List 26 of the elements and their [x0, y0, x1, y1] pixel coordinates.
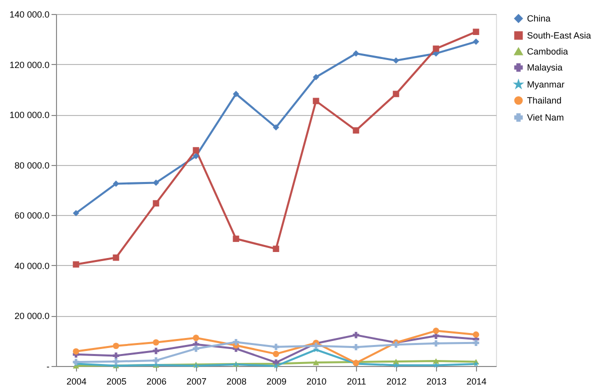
x-tick-label: 2005: [106, 376, 127, 386]
y-tick-label: -: [46, 362, 50, 372]
x-tick-label: 2009: [266, 376, 287, 386]
legend-label: Cambodia: [527, 46, 568, 56]
y-tick-label: 20 000.0: [14, 311, 50, 322]
y-tick-label: 120 000.0: [9, 60, 50, 70]
legend-label: China: [527, 14, 551, 24]
y-tick-label: 140 000.0: [9, 10, 50, 20]
legend-label: Myanmar: [527, 80, 565, 90]
y-tick-label: 100 000.0: [9, 110, 50, 120]
x-tick-label: 2006: [146, 376, 167, 386]
y-tick-label: 60 000.0: [14, 210, 50, 221]
legend-label: Malaysia: [527, 62, 563, 72]
x-tick-label: 2004: [66, 376, 87, 386]
x-tick-label: 2010: [306, 376, 327, 386]
x-tick-label: 2012: [386, 376, 407, 386]
x-tick-label: 2008: [226, 376, 247, 386]
x-tick-label: 2013: [426, 376, 447, 386]
x-tick-label: 2011: [346, 376, 366, 386]
legend-label: Viet Nam: [527, 112, 564, 122]
legend-label: South-East Asia: [527, 30, 592, 40]
x-tick-label: 2014: [466, 376, 487, 386]
y-tick-label: 40 000.0: [14, 260, 50, 271]
legend-label: Thailand: [527, 96, 562, 106]
x-tick-label: 2007: [186, 376, 207, 386]
y-tick-label: 80 000.0: [14, 160, 50, 170]
